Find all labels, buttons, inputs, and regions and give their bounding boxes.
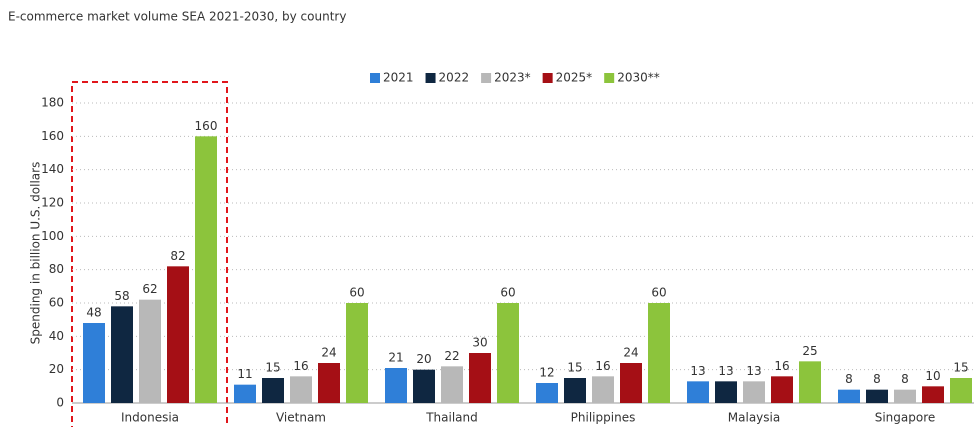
value-label: 8 xyxy=(901,372,909,386)
bar xyxy=(715,381,737,403)
value-label: 160 xyxy=(195,119,218,133)
value-label: 30 xyxy=(472,336,487,350)
bar xyxy=(564,378,586,403)
legend-swatch xyxy=(542,73,553,83)
legend-label: 2023* xyxy=(494,71,531,85)
legend-swatch xyxy=(481,73,492,83)
legend-label: 2025* xyxy=(556,71,593,85)
x-tick-label: Thailand xyxy=(425,411,478,425)
bar xyxy=(866,389,888,403)
legend-swatch xyxy=(425,73,436,83)
value-label: 13 xyxy=(746,364,761,378)
bar xyxy=(83,323,105,403)
x-tick-label: Singapore xyxy=(875,411,936,425)
value-label: 21 xyxy=(388,351,403,365)
bar xyxy=(592,376,614,403)
bar xyxy=(799,361,821,403)
value-label: 8 xyxy=(873,372,881,386)
y-tick-label: 20 xyxy=(49,362,64,376)
value-label: 13 xyxy=(718,364,733,378)
value-label: 20 xyxy=(416,352,431,366)
bar xyxy=(894,389,916,403)
highlight-box xyxy=(71,81,228,427)
bar xyxy=(950,378,972,403)
bar xyxy=(318,363,340,403)
value-label: 60 xyxy=(651,286,666,300)
y-tick-label: 60 xyxy=(49,296,64,310)
value-label: 24 xyxy=(623,346,638,360)
bar xyxy=(139,299,161,403)
value-label: 12 xyxy=(539,366,554,380)
value-label: 62 xyxy=(142,282,157,296)
legend-label: 2022 xyxy=(439,71,470,85)
y-tick-label: 120 xyxy=(41,196,64,210)
value-label: 13 xyxy=(690,364,705,378)
bar xyxy=(743,381,765,403)
y-tick-label: 0 xyxy=(56,396,64,410)
bar xyxy=(469,353,491,403)
bar xyxy=(111,306,133,403)
value-label: 48 xyxy=(86,306,101,320)
bar xyxy=(922,386,944,403)
value-label: 15 xyxy=(567,361,582,375)
bar xyxy=(262,378,284,403)
x-tick-label: Malaysia xyxy=(728,411,780,425)
bar xyxy=(385,368,407,403)
legend-swatch xyxy=(604,73,615,83)
bar xyxy=(346,303,368,403)
value-label: 15 xyxy=(265,361,280,375)
value-label: 60 xyxy=(500,286,515,300)
value-label: 82 xyxy=(170,249,185,263)
bar xyxy=(234,384,256,403)
x-tick-label: Vietnam xyxy=(276,411,326,425)
value-label: 8 xyxy=(845,372,853,386)
legend-swatch xyxy=(370,73,380,83)
bar xyxy=(771,376,793,403)
value-label: 24 xyxy=(321,346,336,360)
bar xyxy=(497,303,519,403)
value-label: 11 xyxy=(237,367,252,381)
chart-title: E-commerce market volume SEA 2021-2030, … xyxy=(8,10,346,24)
y-tick-label: 100 xyxy=(41,229,64,243)
legend-label: 2021 xyxy=(383,71,414,85)
bar xyxy=(620,363,642,403)
y-tick-label: 180 xyxy=(41,96,64,110)
y-tick-label: 140 xyxy=(41,162,64,176)
y-axis-label: Spending in billion U.S. dollars xyxy=(29,162,43,345)
value-label: 22 xyxy=(444,349,459,363)
legend-label: 2030** xyxy=(617,71,660,85)
bar xyxy=(413,369,435,403)
bar xyxy=(687,381,709,403)
bar xyxy=(441,366,463,403)
bar xyxy=(838,389,860,403)
bar xyxy=(195,136,217,404)
value-label: 16 xyxy=(774,359,789,373)
value-label: 58 xyxy=(114,289,129,303)
bar xyxy=(167,266,189,403)
value-label: 16 xyxy=(595,359,610,373)
x-tick-label: Indonesia xyxy=(121,411,179,425)
y-tick-label: 40 xyxy=(49,329,64,343)
value-label: 16 xyxy=(293,359,308,373)
bar xyxy=(648,303,670,403)
y-tick-label: 160 xyxy=(41,129,64,143)
x-tick-label: Philippines xyxy=(571,411,636,425)
bar xyxy=(536,383,558,403)
value-label: 60 xyxy=(349,286,364,300)
y-tick-label: 80 xyxy=(49,262,64,276)
bar xyxy=(290,376,312,403)
value-label: 10 xyxy=(925,369,940,383)
value-label: 25 xyxy=(802,344,817,358)
value-label: 15 xyxy=(953,361,968,375)
